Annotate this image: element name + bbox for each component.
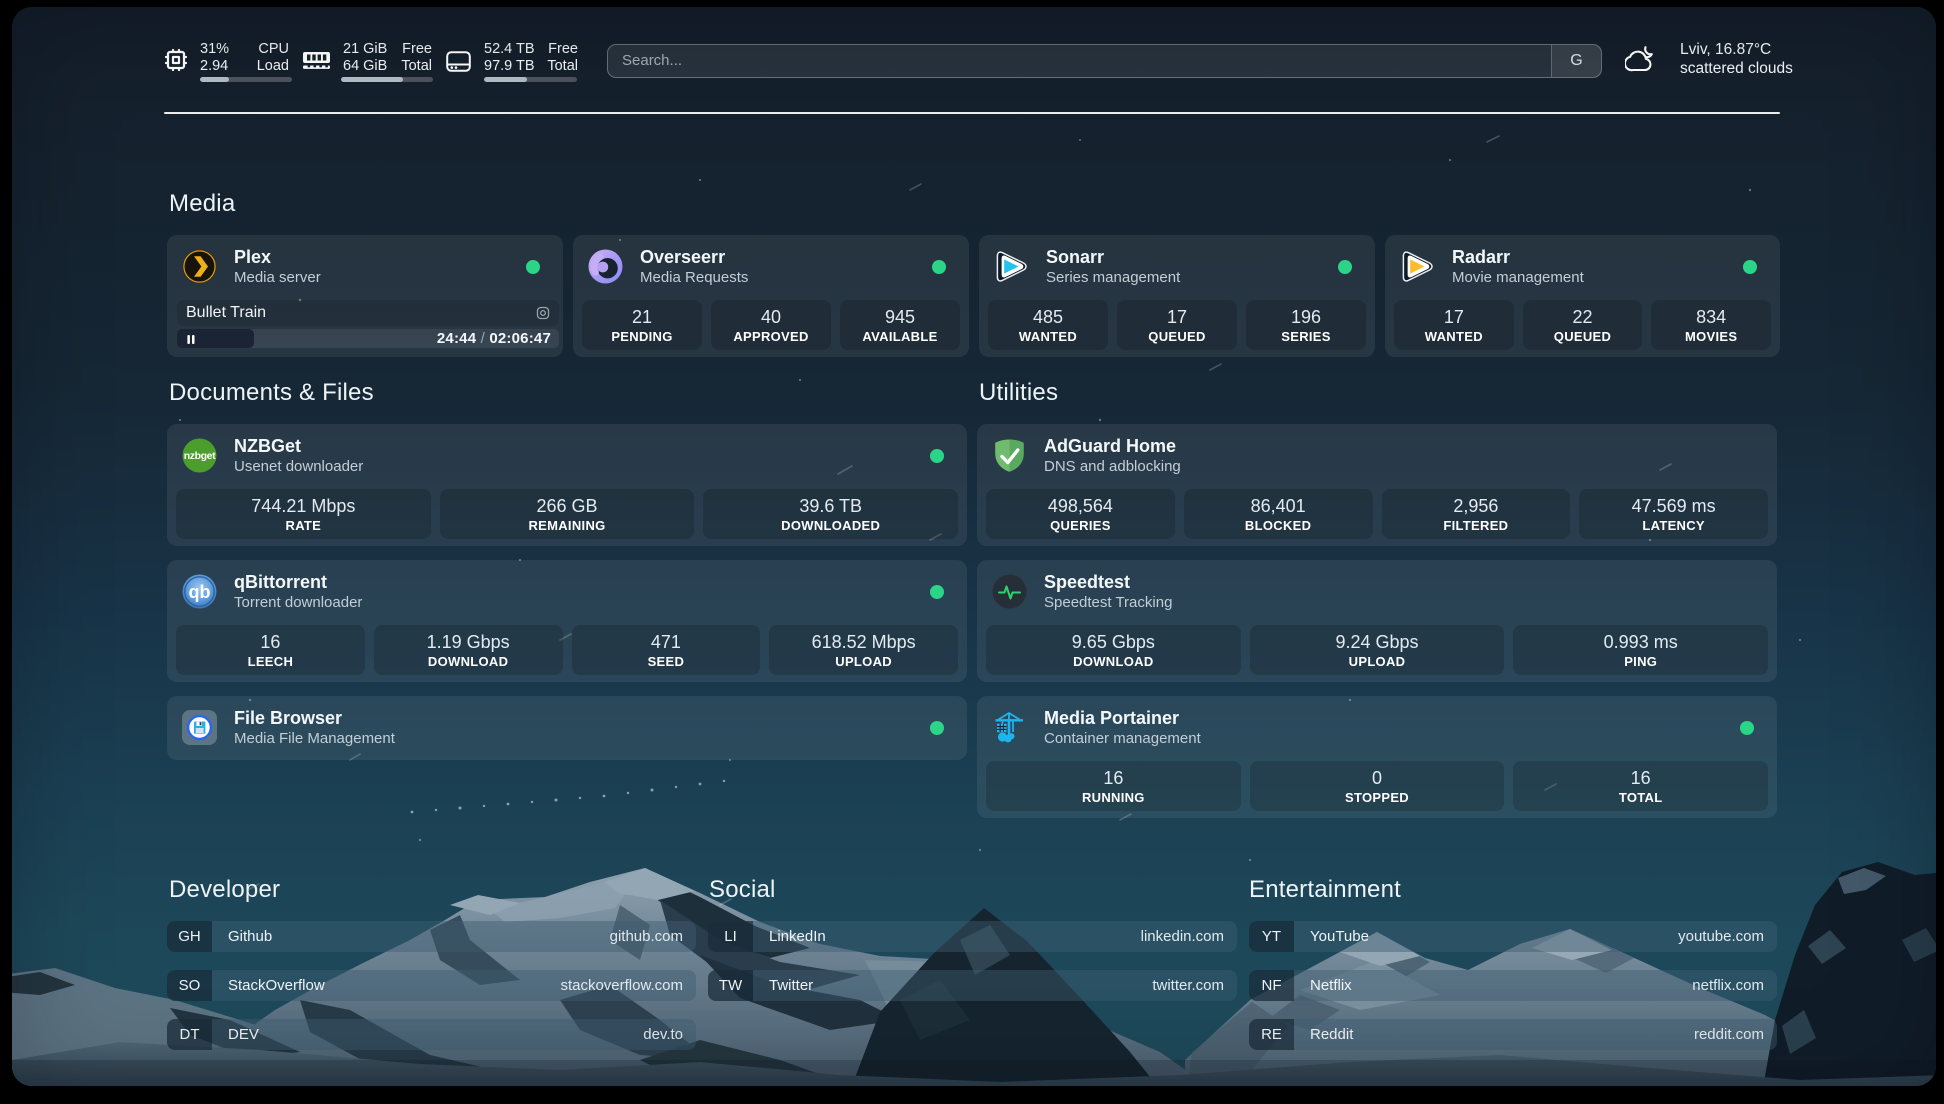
svg-text:qb: qb xyxy=(189,582,211,602)
svg-text:nzbget: nzbget xyxy=(184,450,216,462)
